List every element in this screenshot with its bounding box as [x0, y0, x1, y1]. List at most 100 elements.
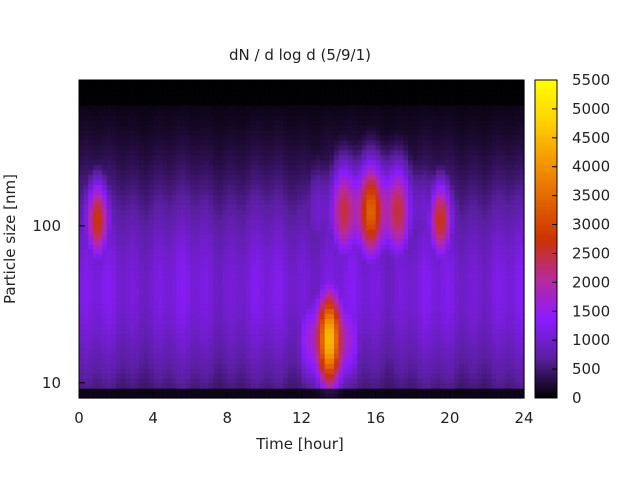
- heatmap-cell: [227, 234, 233, 240]
- heatmap-cell: [259, 283, 266, 290]
- heatmap-cell: [296, 363, 303, 369]
- heatmap-cell: [97, 323, 103, 330]
- heatmap-cell: [338, 104, 344, 111]
- heatmap-cell: [83, 119, 89, 126]
- heatmap-cell: [199, 243, 205, 250]
- heatmap-cell: [435, 229, 442, 235]
- heatmap-cell: [398, 333, 405, 339]
- heatmap-cell: [250, 219, 256, 225]
- heatmap-cell: [315, 318, 321, 325]
- heatmap-cell: [162, 393, 168, 399]
- heatmap-cell: [384, 373, 391, 379]
- heatmap-cell: [185, 129, 191, 136]
- heatmap-cell: [269, 358, 275, 364]
- heatmap-cell: [292, 323, 298, 330]
- heatmap-cell: [371, 99, 377, 106]
- heatmap-cell: [245, 149, 252, 156]
- heatmap-cell: [245, 273, 252, 280]
- heatmap-cell: [389, 393, 395, 399]
- heatmap-cell: [426, 99, 432, 106]
- heatmap-cell: [129, 338, 136, 344]
- heatmap-cell: [422, 159, 428, 166]
- heatmap-cell: [282, 298, 289, 305]
- heatmap-cell: [231, 144, 238, 151]
- heatmap-cell: [282, 124, 289, 131]
- heatmap-cell: [218, 288, 224, 295]
- heatmap-cell: [139, 80, 145, 86]
- heatmap-cell: [343, 388, 349, 394]
- heatmap-cell: [306, 199, 312, 205]
- heatmap-cell: [357, 179, 363, 185]
- heatmap-cell: [134, 323, 140, 330]
- heatmap-cell: [92, 278, 99, 285]
- heatmap-cell: [310, 89, 317, 96]
- heatmap-cell: [264, 99, 270, 106]
- heatmap-cell: [435, 243, 442, 250]
- heatmap-cell: [255, 333, 261, 339]
- heatmap-cell: [366, 248, 372, 255]
- heatmap-cell: [153, 313, 159, 320]
- heatmap-cell: [176, 263, 182, 270]
- heatmap-cell: [97, 89, 103, 96]
- heatmap-cell: [431, 303, 437, 310]
- heatmap-cell: [338, 263, 344, 270]
- heatmap-cell: [102, 263, 108, 270]
- heatmap-cell: [171, 368, 177, 374]
- heatmap-cell: [426, 214, 432, 220]
- heatmap-cell: [162, 348, 168, 354]
- heatmap-cell: [241, 184, 247, 190]
- heatmap-cell: [157, 119, 164, 126]
- heatmap-cell: [255, 164, 261, 171]
- heatmap-cell: [102, 114, 108, 121]
- heatmap-cell: [153, 134, 159, 141]
- heatmap-cell: [417, 154, 423, 161]
- heatmap-cell: [167, 89, 173, 96]
- heatmap-cell: [278, 184, 284, 190]
- heatmap-cell: [134, 89, 140, 96]
- heatmap-cell: [120, 283, 126, 290]
- heatmap-cell: [315, 358, 321, 364]
- heatmap-cell: [134, 373, 140, 379]
- heatmap-cell: [255, 134, 261, 141]
- heatmap-cell: [227, 239, 233, 245]
- heatmap-cell: [333, 363, 340, 369]
- heatmap-cell: [255, 114, 261, 121]
- heatmap-cell: [315, 214, 321, 220]
- heatmap-cell: [431, 283, 437, 290]
- heatmap-cell: [148, 308, 154, 315]
- heatmap-cell: [79, 159, 85, 166]
- heatmap-cell: [306, 149, 312, 156]
- heatmap-cell: [329, 368, 335, 374]
- heatmap-cell: [282, 328, 289, 335]
- heatmap-cell: [398, 119, 405, 126]
- heatmap-cell: [199, 388, 205, 394]
- heatmap-cell: [88, 258, 94, 265]
- heatmap-cell: [384, 358, 391, 364]
- heatmap-cell: [282, 388, 289, 394]
- heatmap-cell: [245, 109, 252, 116]
- heatmap-cell: [222, 169, 228, 176]
- heatmap-cell: [125, 199, 131, 205]
- heatmap-cell: [380, 124, 386, 131]
- heatmap-cell: [190, 179, 196, 185]
- heatmap-cell: [167, 99, 173, 106]
- heatmap-cell: [218, 348, 224, 354]
- heatmap-cell: [417, 313, 423, 320]
- heatmap-cell: [83, 358, 89, 364]
- heatmap-cell: [417, 343, 423, 349]
- heatmap-cell: [208, 358, 215, 364]
- heatmap-cell: [412, 378, 418, 384]
- heatmap-cell: [106, 373, 113, 379]
- heatmap-cell: [347, 219, 354, 225]
- heatmap-cell: [329, 313, 335, 320]
- heatmap-cell: [120, 164, 126, 171]
- heatmap-cell: [134, 368, 140, 374]
- heatmap-cell: [199, 159, 205, 166]
- heatmap-cell: [139, 373, 145, 379]
- heatmap-cell: [204, 174, 210, 180]
- heatmap-cell: [398, 199, 405, 205]
- heatmap-cell: [422, 348, 428, 354]
- heatmap-cell: [180, 343, 187, 349]
- heatmap-cell: [185, 239, 191, 245]
- heatmap-cell: [180, 368, 187, 374]
